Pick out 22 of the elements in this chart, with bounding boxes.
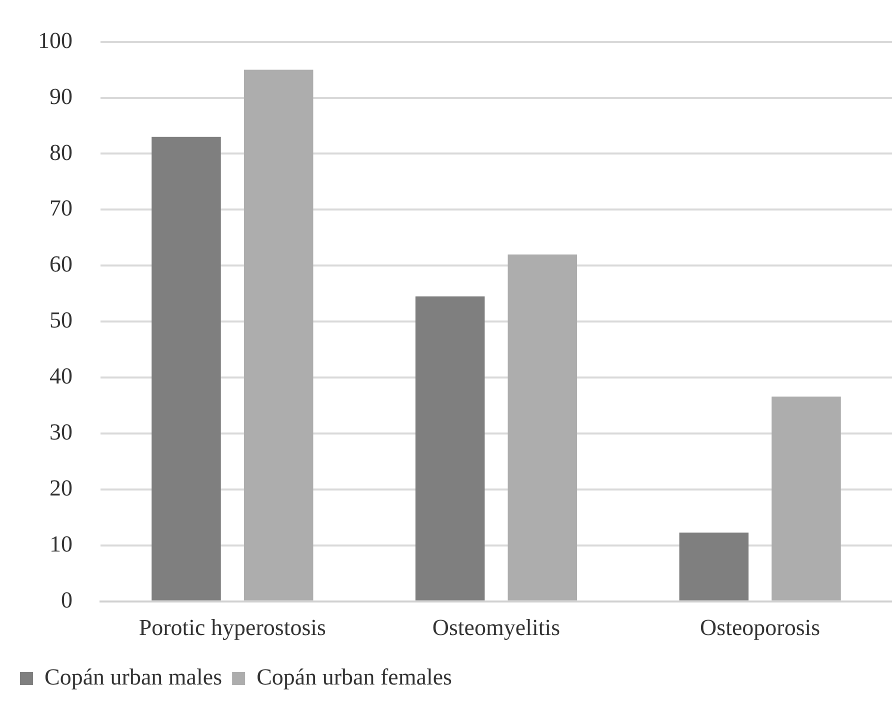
y-tick-label: 80 [50, 140, 72, 165]
y-tick-label: 70 [50, 196, 72, 221]
bar [772, 396, 841, 600]
x-tick-label: Osteomyelitis [432, 615, 560, 640]
legend-label: Copán urban males [44, 664, 222, 690]
y-tick-label: 90 [50, 84, 72, 109]
y-tick-label: 100 [38, 28, 72, 53]
y-tick-label: 40 [50, 364, 72, 389]
y-tick-label: 50 [50, 308, 72, 333]
bar [152, 136, 221, 600]
bar [508, 254, 578, 600]
y-tick-label: 10 [50, 531, 72, 556]
bar [244, 70, 314, 600]
y-tick-label: 60 [50, 252, 72, 277]
legend-label: Copán urban females [256, 664, 452, 690]
x-tick-label: Osteoporosis [700, 615, 820, 640]
y-tick-label: 0 [61, 587, 72, 612]
y-tick-label: 20 [50, 476, 72, 501]
y-tick-label: 30 [50, 420, 72, 445]
x-tick-label: Porotic hyperostosis [138, 615, 326, 640]
bar [679, 532, 749, 600]
bar [415, 296, 485, 600]
